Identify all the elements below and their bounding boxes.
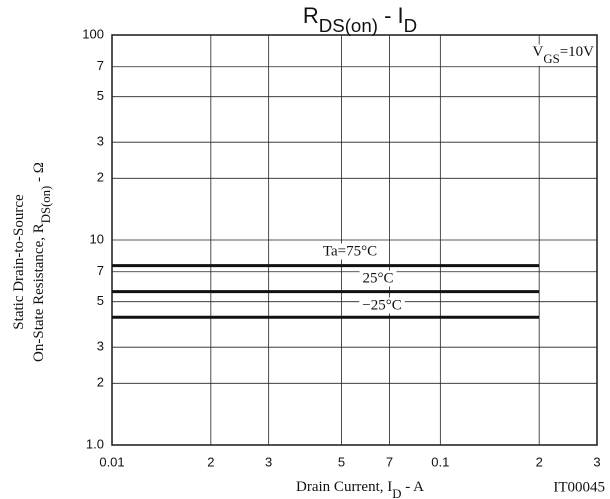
x-axis-label-part: - A <box>401 479 424 495</box>
y-axis-label: On-State Resistance, RDS(on) - Ω <box>31 162 52 362</box>
x-axis-label: Drain Current, ID - A <box>296 479 424 499</box>
y-axis-label: Static Drain-to-Source <box>11 194 27 330</box>
y-tick-label: 2 <box>97 170 104 185</box>
series-label-bg <box>359 297 405 314</box>
y-tick-label: 3 <box>97 134 104 149</box>
x-tick-label: 3 <box>265 454 272 469</box>
y-tick-label: 3 <box>97 339 104 354</box>
chart-title-part: DS(on) <box>319 15 378 36</box>
chart-title-part: R <box>303 3 319 28</box>
series-label: −25°C <box>362 297 401 313</box>
x-tick-label: 2 <box>536 454 543 469</box>
x-tick-label: 0.01 <box>99 454 124 469</box>
y-tick-label: 5 <box>97 88 104 103</box>
chart-title-part: - I <box>378 3 404 28</box>
annotation-part: GS <box>543 52 559 66</box>
chart-title: RDS(on) - ID <box>303 3 417 37</box>
annotation: VGS=10V <box>533 44 595 65</box>
series-label-bg <box>319 243 381 260</box>
annotation-bg <box>529 44 596 66</box>
series-label: Ta=75°C <box>323 243 377 259</box>
x-tick-label: 7 <box>386 454 393 469</box>
y-axis-label-part: DS(on) <box>39 186 53 224</box>
y-tick-label: 7 <box>97 263 104 278</box>
y-tick-label: 7 <box>97 58 104 73</box>
y-axis-label-part: - Ω <box>31 162 47 186</box>
y-tick-label: 1.0 <box>86 436 104 451</box>
y-axis-label-part: On-State Resistance, R <box>31 223 47 362</box>
series-label-bg <box>359 270 397 287</box>
annotation-part: =10V <box>560 44 594 60</box>
y-tick-label: 2 <box>97 375 104 390</box>
y-tick-label: 5 <box>97 293 104 308</box>
annotation-part: V <box>533 44 544 60</box>
x-tick-label: 2 <box>207 454 214 469</box>
y-tick-label: 10 <box>90 231 104 246</box>
x-axis-label-part: D <box>392 487 401 499</box>
y-axis-label-part: Static Drain-to-Source <box>11 194 27 330</box>
x-tick-label: 0.1 <box>431 454 449 469</box>
chart-title-part: D <box>404 15 418 36</box>
x-tick-label: 3 <box>593 454 600 469</box>
series-label: 25°C <box>362 270 393 286</box>
y-tick-label: 100 <box>82 26 104 41</box>
x-axis-label-part: Drain Current, I <box>296 479 392 495</box>
x-tick-label: 5 <box>338 454 345 469</box>
figure-code: IT00045 <box>553 479 605 495</box>
